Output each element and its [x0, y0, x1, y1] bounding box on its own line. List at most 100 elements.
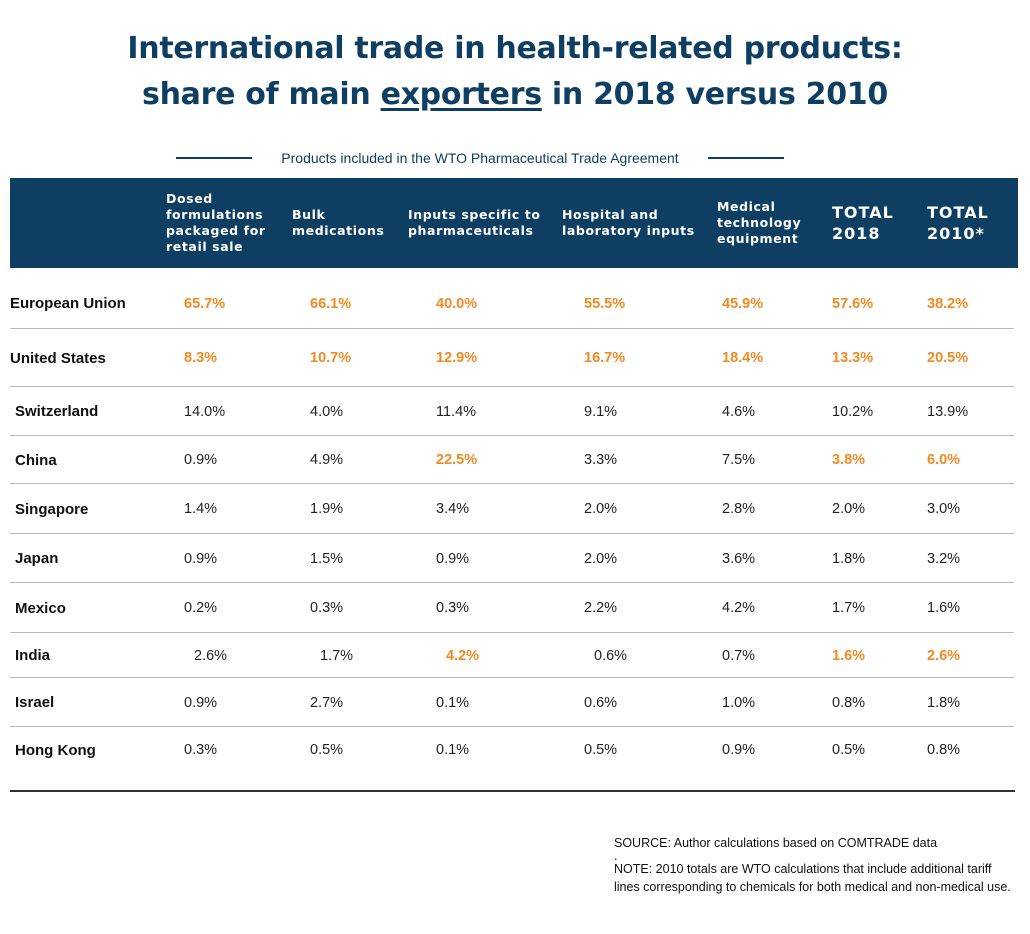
- table-row: Singapore 1.4% 1.9% 3.4% 2.0% 2.8% 2.0% 3.0%: [10, 484, 1014, 534]
- value-cell: 0.6%: [584, 694, 618, 711]
- note-separator: .: [614, 849, 618, 863]
- value-cell: 2.0%: [832, 501, 866, 517]
- value-cell: 6.0%: [927, 452, 961, 468]
- country-label: Switzerland: [15, 403, 99, 420]
- value-cell: 0.9%: [184, 452, 218, 468]
- row-separator: [10, 632, 1014, 633]
- value-cell: 40.0%: [436, 295, 478, 312]
- value-cell: 16.7%: [584, 350, 626, 366]
- row-separator: [10, 435, 1014, 436]
- value-cell: 1.9%: [310, 501, 344, 517]
- value-cell: 2.0%: [584, 550, 618, 567]
- title-line-1: International trade in health-related pr…: [127, 31, 903, 66]
- column-header-2: Bulk medications: [292, 207, 385, 238]
- method-note: NOTE: 2010 totals are WTO calculations t…: [614, 862, 1011, 894]
- value-cell: 2.8%: [722, 501, 756, 517]
- title-line-2-end: in 2018 versus 2010: [541, 77, 888, 112]
- table-row: Israel 0.9% 2.7% 0.1% 0.6% 1.0% 0.8% 1.8%: [10, 678, 1014, 727]
- table-row: Mexico 0.2% 0.3% 0.3% 2.2% 4.2% 1.7% 1.6%: [10, 583, 1014, 633]
- value-cell: 0.9%: [184, 694, 218, 711]
- value-cell: 55.5%: [584, 295, 626, 312]
- value-cell: 0.1%: [436, 694, 470, 711]
- value-cell: 3.8%: [832, 452, 866, 468]
- value-cell: 2.7%: [310, 694, 344, 711]
- value-cell: 10.7%: [310, 350, 352, 366]
- value-cell: 0.5%: [584, 742, 618, 758]
- subtitle-rule-left: [176, 157, 252, 159]
- value-cell: 65.7%: [184, 295, 226, 312]
- value-cell: 0.9%: [436, 550, 470, 567]
- row-separator: [10, 328, 1014, 329]
- row-separator: [10, 582, 1014, 583]
- value-cell: 3.0%: [927, 501, 961, 517]
- title-underlined-word: exporters: [380, 77, 543, 112]
- value-cell: 0.1%: [436, 742, 470, 758]
- country-label: United States: [10, 349, 106, 367]
- value-cell: 0.2%: [184, 600, 218, 616]
- value-cell: 57.6%: [832, 295, 874, 312]
- country-label: Singapore: [15, 500, 89, 518]
- value-cell: 4.0%: [310, 403, 344, 420]
- column-header-3: Inputs specific to pharmaceuticals: [408, 207, 541, 238]
- value-cell: 18.4%: [722, 350, 764, 366]
- value-cell: 13.3%: [832, 350, 874, 366]
- country-label: Israel: [15, 694, 55, 711]
- value-cell: 0.6%: [594, 647, 628, 664]
- chart-title: International trade in health-related pr…: [0, 26, 1030, 118]
- value-cell: 2.2%: [584, 600, 618, 616]
- value-cell: 0.7%: [722, 647, 756, 664]
- value-cell: 1.6%: [832, 647, 866, 664]
- row-separator: [10, 677, 1014, 678]
- value-cell: 1.5%: [310, 550, 344, 567]
- value-cell: 8.3%: [184, 350, 218, 366]
- value-cell: 0.3%: [184, 742, 218, 758]
- value-cell: 1.0%: [722, 694, 756, 711]
- title-line-2-start: share of main: [142, 77, 381, 112]
- value-cell: 1.8%: [927, 694, 961, 711]
- country-label: Mexico: [15, 599, 66, 617]
- table-row: China 0.9% 4.9% 22.5% 3.3% 7.5% 3.8% 6.0%: [10, 436, 1014, 484]
- row-separator: [10, 483, 1014, 484]
- value-cell: 12.9%: [436, 350, 478, 366]
- value-cell: 14.0%: [184, 403, 226, 420]
- value-cell: 0.5%: [310, 742, 344, 758]
- table-row: European Union 65.7% 66.1% 40.0% 55.5% 45.9% 5…: [10, 278, 1014, 329]
- value-cell: 1.4%: [184, 501, 218, 517]
- value-cell: 2.0%: [584, 501, 618, 517]
- value-cell: 0.9%: [722, 742, 756, 758]
- column-header-7: TOTAL 2010*: [927, 203, 989, 243]
- value-cell: 3.2%: [927, 550, 961, 567]
- value-cell: 1.7%: [320, 647, 354, 664]
- value-cell: 38.2%: [927, 295, 969, 312]
- table-row: India 2.6% 1.7% 4.2% 0.6% 0.7% 1.6% 2.6%: [10, 633, 1014, 678]
- value-cell: 0.8%: [832, 694, 866, 711]
- source-note: SOURCE: Author calculations based on COM…: [614, 836, 938, 850]
- row-separator: [10, 726, 1014, 727]
- value-cell: 0.3%: [436, 600, 470, 616]
- value-cell: 4.9%: [310, 452, 344, 468]
- table-row: United States 8.3% 10.7% 12.9% 16.7% 18.4% 13.…: [10, 329, 1014, 387]
- table-bottom-rule: [10, 790, 1015, 792]
- value-cell: 45.9%: [722, 295, 764, 312]
- country-label: European Union: [10, 295, 126, 312]
- value-cell: 20.5%: [927, 350, 969, 366]
- table-header: Dosed formulations packaged for retail s…: [10, 178, 1018, 268]
- value-cell: 7.5%: [722, 452, 756, 468]
- country-label: China: [15, 451, 57, 469]
- value-cell: 22.5%: [436, 452, 478, 468]
- title-line-2: share of main exporters in 2018 versus 2…: [0, 72, 1030, 118]
- value-cell: 11.4%: [436, 403, 477, 420]
- column-header-4: Hospital and laboratory inputs: [562, 207, 695, 238]
- country-label: Japan: [15, 550, 59, 567]
- table-row: Hong Kong 0.3% 0.5% 0.1% 0.5% 0.9% 0.5% 0.8%: [10, 727, 1014, 773]
- column-header-6: TOTAL 2018: [832, 203, 894, 243]
- value-cell: 13.9%: [927, 403, 969, 420]
- value-cell: 2.6%: [927, 647, 961, 664]
- value-cell: 0.3%: [310, 600, 344, 616]
- value-cell: 3.4%: [436, 501, 470, 517]
- column-header-1: Dosed formulations packaged for retail s…: [166, 191, 266, 254]
- value-cell: 2.6%: [194, 647, 228, 664]
- subtitle-rule-right: [708, 157, 784, 159]
- value-cell: 9.1%: [584, 403, 618, 420]
- value-cell: 1.6%: [927, 600, 961, 616]
